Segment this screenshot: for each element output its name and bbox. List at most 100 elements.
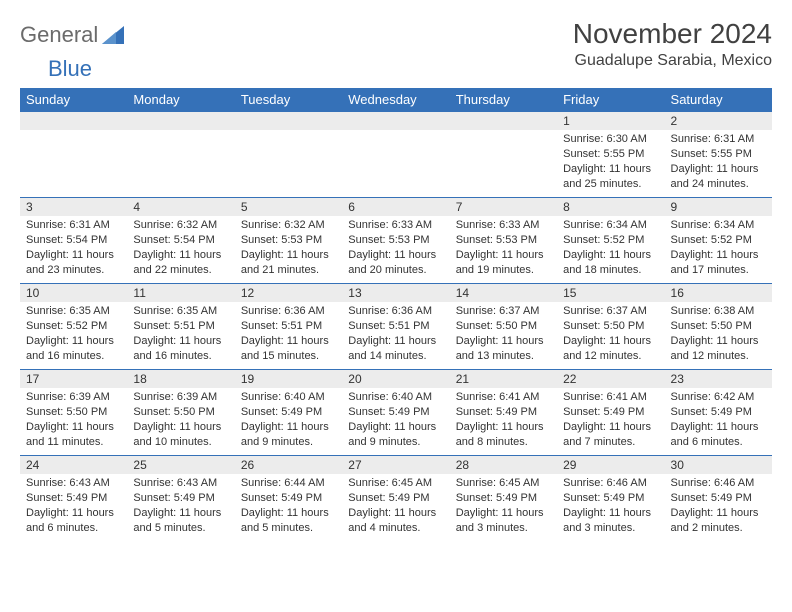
daylight-text: Daylight: 11 hours and 23 minutes. bbox=[26, 248, 121, 278]
calendar-cell: 30Sunrise: 6:46 AMSunset: 5:49 PMDayligh… bbox=[665, 456, 772, 542]
calendar-row: 3Sunrise: 6:31 AMSunset: 5:54 PMDaylight… bbox=[20, 198, 772, 284]
day-number bbox=[20, 112, 127, 130]
daylight-text: Daylight: 11 hours and 12 minutes. bbox=[671, 334, 766, 364]
calendar-cell: 26Sunrise: 6:44 AMSunset: 5:49 PMDayligh… bbox=[235, 456, 342, 542]
calendar-cell: 23Sunrise: 6:42 AMSunset: 5:49 PMDayligh… bbox=[665, 370, 772, 456]
day-number: 23 bbox=[665, 370, 772, 388]
sunset-text: Sunset: 5:53 PM bbox=[348, 233, 443, 248]
day-number: 1 bbox=[557, 112, 664, 130]
sunset-text: Sunset: 5:49 PM bbox=[133, 491, 228, 506]
day-body: Sunrise: 6:43 AMSunset: 5:49 PMDaylight:… bbox=[127, 474, 234, 539]
day-body bbox=[20, 130, 127, 190]
sunset-text: Sunset: 5:49 PM bbox=[456, 491, 551, 506]
day-body: Sunrise: 6:37 AMSunset: 5:50 PMDaylight:… bbox=[450, 302, 557, 367]
sunrise-text: Sunrise: 6:44 AM bbox=[241, 476, 336, 491]
day-number: 24 bbox=[20, 456, 127, 474]
sunrise-text: Sunrise: 6:33 AM bbox=[348, 218, 443, 233]
sunrise-text: Sunrise: 6:39 AM bbox=[133, 390, 228, 405]
daylight-text: Daylight: 11 hours and 17 minutes. bbox=[671, 248, 766, 278]
day-number: 3 bbox=[20, 198, 127, 216]
sunrise-text: Sunrise: 6:43 AM bbox=[133, 476, 228, 491]
day-body: Sunrise: 6:46 AMSunset: 5:49 PMDaylight:… bbox=[665, 474, 772, 539]
logo: General bbox=[20, 22, 126, 48]
day-header: Tuesday bbox=[235, 88, 342, 112]
day-number bbox=[342, 112, 449, 130]
day-body bbox=[235, 130, 342, 190]
day-body: Sunrise: 6:38 AMSunset: 5:50 PMDaylight:… bbox=[665, 302, 772, 367]
sunrise-text: Sunrise: 6:45 AM bbox=[456, 476, 551, 491]
sunrise-text: Sunrise: 6:35 AM bbox=[133, 304, 228, 319]
day-number bbox=[235, 112, 342, 130]
day-header: Friday bbox=[557, 88, 664, 112]
calendar-cell: 27Sunrise: 6:45 AMSunset: 5:49 PMDayligh… bbox=[342, 456, 449, 542]
day-number bbox=[127, 112, 234, 130]
day-number: 28 bbox=[450, 456, 557, 474]
day-number: 19 bbox=[235, 370, 342, 388]
logo-text-general: General bbox=[20, 22, 98, 48]
day-number: 7 bbox=[450, 198, 557, 216]
sunrise-text: Sunrise: 6:41 AM bbox=[563, 390, 658, 405]
sunset-text: Sunset: 5:49 PM bbox=[241, 491, 336, 506]
month-title: November 2024 bbox=[573, 18, 772, 50]
day-header: Saturday bbox=[665, 88, 772, 112]
calendar-cell: 29Sunrise: 6:46 AMSunset: 5:49 PMDayligh… bbox=[557, 456, 664, 542]
daylight-text: Daylight: 11 hours and 24 minutes. bbox=[671, 162, 766, 192]
sunrise-text: Sunrise: 6:33 AM bbox=[456, 218, 551, 233]
sunset-text: Sunset: 5:50 PM bbox=[456, 319, 551, 334]
sunrise-text: Sunrise: 6:36 AM bbox=[348, 304, 443, 319]
day-number bbox=[450, 112, 557, 130]
sunset-text: Sunset: 5:55 PM bbox=[563, 147, 658, 162]
calendar-cell: 5Sunrise: 6:32 AMSunset: 5:53 PMDaylight… bbox=[235, 198, 342, 284]
daylight-text: Daylight: 11 hours and 2 minutes. bbox=[671, 506, 766, 536]
day-number: 15 bbox=[557, 284, 664, 302]
calendar-cell: 1Sunrise: 6:30 AMSunset: 5:55 PMDaylight… bbox=[557, 112, 664, 198]
sunset-text: Sunset: 5:54 PM bbox=[26, 233, 121, 248]
calendar-cell: 17Sunrise: 6:39 AMSunset: 5:50 PMDayligh… bbox=[20, 370, 127, 456]
day-body: Sunrise: 6:35 AMSunset: 5:51 PMDaylight:… bbox=[127, 302, 234, 367]
daylight-text: Daylight: 11 hours and 9 minutes. bbox=[348, 420, 443, 450]
day-number: 16 bbox=[665, 284, 772, 302]
sunrise-text: Sunrise: 6:37 AM bbox=[456, 304, 551, 319]
day-number: 20 bbox=[342, 370, 449, 388]
daylight-text: Daylight: 11 hours and 5 minutes. bbox=[241, 506, 336, 536]
day-body: Sunrise: 6:43 AMSunset: 5:49 PMDaylight:… bbox=[20, 474, 127, 539]
day-header: Wednesday bbox=[342, 88, 449, 112]
day-header: Sunday bbox=[20, 88, 127, 112]
calendar-cell: 24Sunrise: 6:43 AMSunset: 5:49 PMDayligh… bbox=[20, 456, 127, 542]
day-body: Sunrise: 6:32 AMSunset: 5:53 PMDaylight:… bbox=[235, 216, 342, 281]
day-body bbox=[127, 130, 234, 190]
day-number: 18 bbox=[127, 370, 234, 388]
sunset-text: Sunset: 5:49 PM bbox=[671, 491, 766, 506]
daylight-text: Daylight: 11 hours and 12 minutes. bbox=[563, 334, 658, 364]
sunset-text: Sunset: 5:49 PM bbox=[456, 405, 551, 420]
sunrise-text: Sunrise: 6:46 AM bbox=[671, 476, 766, 491]
day-body: Sunrise: 6:39 AMSunset: 5:50 PMDaylight:… bbox=[127, 388, 234, 453]
sunset-text: Sunset: 5:55 PM bbox=[671, 147, 766, 162]
day-body: Sunrise: 6:35 AMSunset: 5:52 PMDaylight:… bbox=[20, 302, 127, 367]
day-body: Sunrise: 6:33 AMSunset: 5:53 PMDaylight:… bbox=[342, 216, 449, 281]
daylight-text: Daylight: 11 hours and 18 minutes. bbox=[563, 248, 658, 278]
daylight-text: Daylight: 11 hours and 9 minutes. bbox=[241, 420, 336, 450]
day-number: 6 bbox=[342, 198, 449, 216]
day-number: 8 bbox=[557, 198, 664, 216]
sunset-text: Sunset: 5:52 PM bbox=[671, 233, 766, 248]
day-body: Sunrise: 6:36 AMSunset: 5:51 PMDaylight:… bbox=[342, 302, 449, 367]
calendar-cell: 16Sunrise: 6:38 AMSunset: 5:50 PMDayligh… bbox=[665, 284, 772, 370]
daylight-text: Daylight: 11 hours and 19 minutes. bbox=[456, 248, 551, 278]
sunset-text: Sunset: 5:50 PM bbox=[563, 319, 658, 334]
sunrise-text: Sunrise: 6:39 AM bbox=[26, 390, 121, 405]
calendar-cell: 18Sunrise: 6:39 AMSunset: 5:50 PMDayligh… bbox=[127, 370, 234, 456]
daylight-text: Daylight: 11 hours and 22 minutes. bbox=[133, 248, 228, 278]
sunset-text: Sunset: 5:51 PM bbox=[133, 319, 228, 334]
calendar-cell bbox=[127, 112, 234, 198]
day-number: 10 bbox=[20, 284, 127, 302]
calendar-row: 17Sunrise: 6:39 AMSunset: 5:50 PMDayligh… bbox=[20, 370, 772, 456]
sunrise-text: Sunrise: 6:38 AM bbox=[671, 304, 766, 319]
location: Guadalupe Sarabia, Mexico bbox=[573, 52, 772, 70]
calendar-cell: 13Sunrise: 6:36 AMSunset: 5:51 PMDayligh… bbox=[342, 284, 449, 370]
sunrise-text: Sunrise: 6:37 AM bbox=[563, 304, 658, 319]
title-block: November 2024 Guadalupe Sarabia, Mexico bbox=[573, 18, 772, 70]
calendar-cell bbox=[450, 112, 557, 198]
daylight-text: Daylight: 11 hours and 16 minutes. bbox=[133, 334, 228, 364]
day-number: 27 bbox=[342, 456, 449, 474]
